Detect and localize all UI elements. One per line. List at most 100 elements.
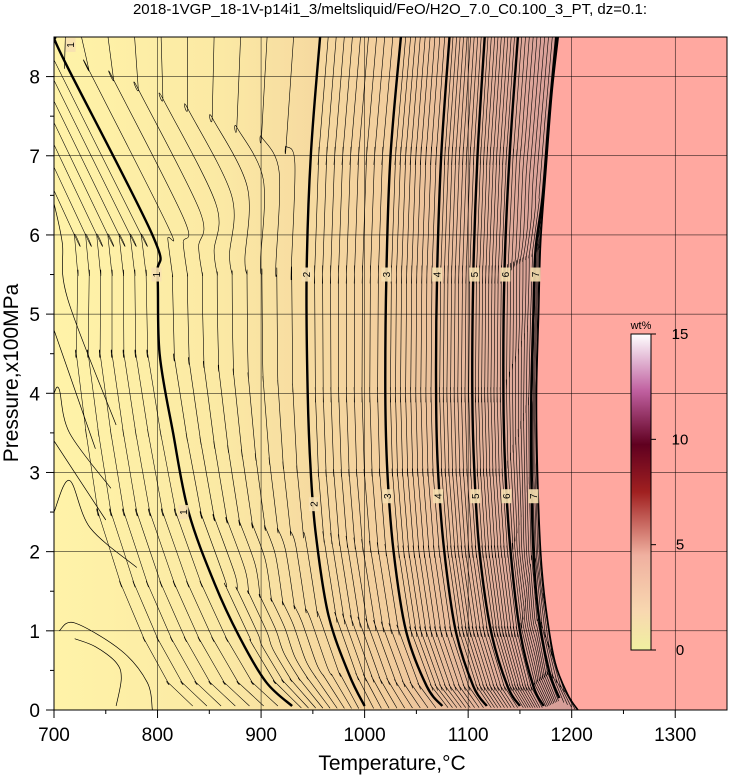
minor-contour-line	[54, 329, 96, 449]
minor-contour-line	[54, 480, 138, 568]
y-axis: 0 1 2 3 4 5 6 7 8	[29, 68, 54, 722]
y-tick-label: 3	[29, 463, 40, 484]
contour-line-6	[502, 37, 545, 707]
y-tick-label: 5	[29, 305, 40, 326]
grid-lines	[54, 37, 727, 710]
minor-contour-line	[514, 37, 551, 705]
contour-line-2	[305, 37, 366, 707]
contour-label-bg	[432, 267, 443, 282]
colorbar-tick-label: 15	[672, 326, 689, 343]
major-contours: 1 1 1 2 2 3 3 4 4 5 5 6 6 7 7	[54, 37, 561, 707]
minor-contour-line	[528, 37, 559, 702]
colorbar-tick-label: 10	[672, 431, 689, 448]
minor-contour-line	[54, 166, 208, 707]
contour-label-bg	[308, 497, 319, 512]
colorbar-tick-label: 5	[676, 537, 684, 554]
contour-label-3: 3	[383, 493, 394, 499]
minor-contour-line	[54, 79, 264, 707]
contour-label-bg	[528, 489, 539, 504]
minor-contour-line	[81, 37, 302, 709]
y-axis-title: Pressure,x100MPa	[0, 283, 23, 462]
contour-label-bg	[65, 37, 76, 52]
minor-contour-line	[508, 37, 548, 707]
contour-line-4	[434, 37, 488, 707]
minor-contour-line	[54, 59, 279, 707]
minor-contour-line	[58, 621, 153, 710]
x-tick-label: 900	[245, 725, 277, 746]
minor-contour-line	[64, 37, 66, 69]
minor-contour-line	[107, 37, 309, 709]
minor-contour-line	[54, 143, 222, 707]
minor-contour-line	[54, 203, 117, 426]
contour-label-bg	[382, 489, 393, 504]
contour-label-2: 2	[309, 501, 320, 507]
x-tick-label: 800	[142, 725, 174, 746]
contour-label-bg	[151, 267, 162, 282]
contour-label-bg	[469, 267, 480, 282]
contour-label-1: 1	[152, 271, 163, 277]
contour-label-7: 7	[529, 493, 540, 499]
x-tick-label: 1200	[551, 725, 593, 746]
contour-label-bg	[530, 267, 541, 282]
contour-label-bg	[381, 267, 392, 282]
y-tick-label: 2	[29, 543, 40, 564]
y-tick-label: 1	[29, 622, 40, 643]
contour-label-bg	[501, 489, 512, 504]
contour-label-bg	[178, 505, 189, 520]
minor-contour-line	[74, 638, 122, 707]
x-axis: 700 800 900 1000 1100 1200 1300	[38, 710, 696, 746]
minor-contour-line	[505, 37, 547, 708]
contour-label-5: 5	[470, 271, 481, 277]
plot-area: 1 1 1 2 2 3 3 4 4 5 5 6 6 7 7	[54, 37, 727, 710]
minor-contour-line	[259, 37, 352, 709]
contour-label-bg	[301, 267, 312, 282]
contour-label-6: 6	[502, 493, 513, 499]
colorbar-bar	[630, 333, 652, 651]
contour-line-1	[54, 37, 293, 707]
y-tick-label: 6	[29, 226, 40, 247]
contour-label-2: 2	[302, 271, 313, 277]
contour-line-7	[529, 37, 561, 699]
contour-label-4: 4	[434, 493, 445, 499]
contour-label-3: 3	[382, 271, 393, 277]
plot-title: 2018-1VGP_18-1V-p14i1_3/meltsliquid/FeO/…	[133, 1, 647, 18]
minor-contour-line	[234, 37, 345, 709]
contour-label-1: 1	[66, 42, 77, 48]
minor-contour-line	[209, 37, 338, 709]
minor-contour-line	[511, 37, 550, 706]
y-tick-label: 0	[29, 701, 40, 722]
x-tick-label: 1300	[654, 725, 696, 746]
contour-label-5: 5	[471, 493, 482, 499]
y-tick-label: 4	[29, 384, 40, 405]
minor-contour-line	[133, 37, 316, 709]
y-tick-label: 8	[29, 68, 40, 89]
minor-contour-line	[184, 37, 331, 709]
contour-label-7: 7	[531, 271, 542, 277]
contour-label-4: 4	[433, 271, 444, 277]
minor-contour-line	[517, 37, 553, 705]
minor-contour-line	[54, 189, 193, 707]
minor-contour-line	[284, 37, 359, 709]
minor-contour-line	[54, 121, 236, 707]
minor-contour-line	[54, 100, 250, 707]
plot-frame	[53, 36, 728, 711]
minor-contour-line	[54, 386, 112, 489]
contour-line-5	[471, 37, 521, 707]
x-tick-label: 700	[38, 725, 70, 746]
colorbar-tick-label: 0	[676, 642, 684, 659]
minor-contour-line	[523, 37, 556, 703]
colorbar: wt% 0 5 10 15	[630, 320, 689, 659]
minor-contour-line	[54, 440, 107, 521]
colorbar-ticks: 0 5 10 15	[651, 326, 688, 659]
contour-label-bg	[470, 489, 481, 504]
contour-label-bg	[433, 489, 444, 504]
contour-label-bg	[500, 267, 511, 282]
colorbar-unit: wt%	[630, 320, 652, 332]
minor-contour-line	[525, 37, 558, 702]
minor-contour-line	[158, 37, 324, 709]
x-axis-title: Temperature,°C	[318, 752, 465, 775]
minor-contour-line	[520, 37, 555, 704]
contour-line-3	[384, 37, 444, 707]
contour-label-6: 6	[501, 271, 512, 277]
